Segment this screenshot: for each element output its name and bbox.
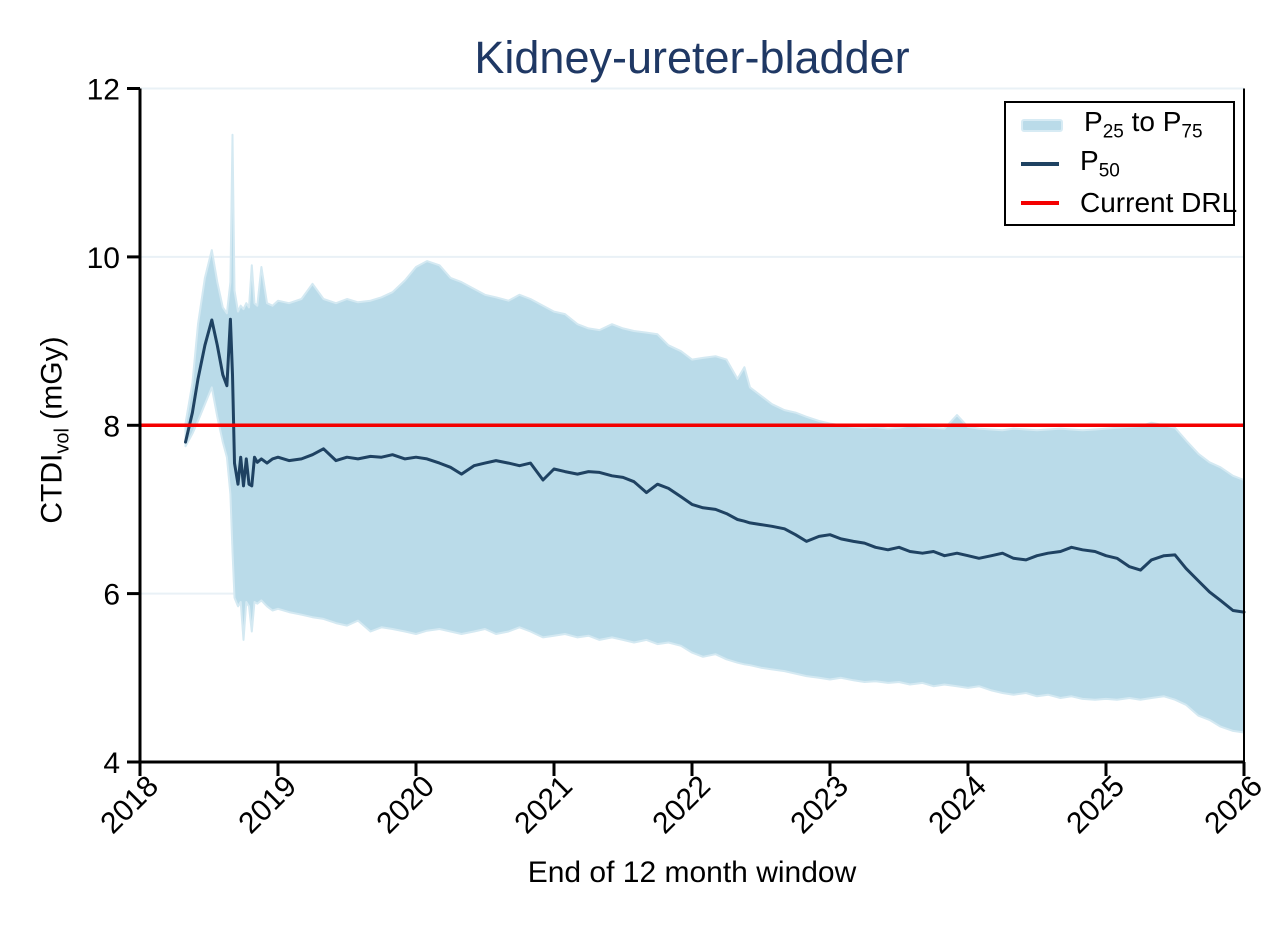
x-tick-label: 2019 (232, 770, 303, 841)
legend-median-sub50: 50 (1098, 160, 1120, 182)
drl-line-swatch-icon (1021, 200, 1059, 205)
y-tick-label: 4 (103, 747, 120, 780)
legend-band-to: to P (1123, 106, 1182, 138)
median-line (184, 317, 1246, 614)
legend-label-drl: Current DRL (1080, 187, 1237, 219)
y-tick-label: 8 (103, 410, 120, 443)
x-axis-title: End of 12 month window (527, 856, 857, 889)
x-tick-label: 2022 (646, 770, 717, 841)
x-tick-label: 2025 (1060, 770, 1131, 841)
legend-item-drl: Current DRL (1006, 185, 1237, 220)
y-axis-title: CTDIvol (mGy) (36, 336, 75, 523)
legend-item-median: P50 (1006, 145, 1233, 183)
y-axis-title-sub: vol (51, 428, 74, 454)
legend-band-sub25: 25 (1102, 121, 1124, 143)
band-swatch-icon (1021, 118, 1063, 132)
legend-drl-text: Current DRL (1080, 186, 1238, 218)
x-tick-label: 2018 (94, 770, 165, 841)
x-tick-label: 2020 (370, 770, 441, 841)
legend-band-sub75: 75 (1181, 121, 1203, 143)
x-tick-label: 2026 (1198, 770, 1269, 841)
legend-item-band: P25 to P75 (1006, 106, 1233, 144)
y-tick-label: 6 (103, 579, 120, 612)
legend-label-median: P50 (1080, 145, 1120, 183)
y-axis-title-rest: (mGy) (35, 336, 69, 429)
y-tick-label: 12 (87, 74, 120, 107)
legend: P25 to P75 P50 Current DRL (1004, 101, 1237, 226)
x-tick-label: 2023 (784, 770, 855, 841)
legend-band-p: P (1084, 106, 1103, 138)
chart-title: Kidney-ureter-bladder (474, 32, 910, 83)
y-axis-title-main: CTDI (35, 453, 69, 524)
x-tick-label: 2021 (508, 770, 579, 841)
median-line-swatch-icon (1021, 162, 1059, 166)
x-tick-label: 2024 (922, 770, 993, 841)
y-tick-label: 10 (87, 242, 120, 275)
legend-median-p: P (1080, 145, 1099, 177)
legend-label-band: P25 to P75 (1084, 106, 1203, 144)
